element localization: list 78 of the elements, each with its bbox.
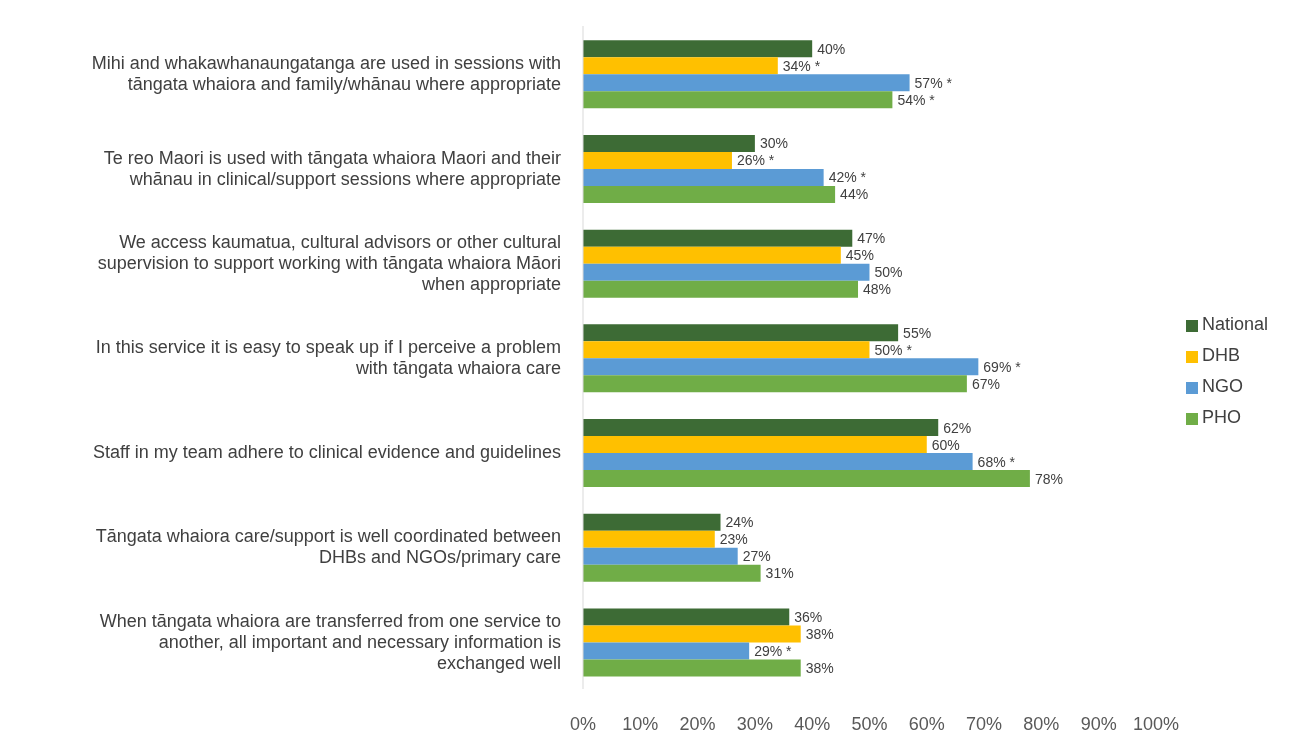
data-label: 30% — [759, 135, 788, 152]
data-label: 45% — [845, 247, 874, 264]
bar — [583, 419, 939, 437]
x-tick-label: 10% — [622, 713, 659, 734]
bar — [583, 134, 755, 152]
data-label: 57% * — [914, 74, 953, 91]
bar — [583, 659, 801, 677]
data-label: 48% — [863, 281, 892, 298]
bar — [583, 341, 870, 359]
legend-label: National — [1201, 314, 1268, 334]
legend-label: DHB — [1201, 345, 1240, 365]
x-tick-label: 30% — [736, 713, 773, 734]
data-label: 31% — [765, 565, 794, 582]
x-tick-label: 70% — [966, 713, 1003, 734]
x-tick-label: 80% — [1023, 713, 1060, 734]
bar — [583, 375, 967, 393]
x-tick-label: 20% — [679, 713, 716, 734]
bar — [583, 263, 870, 281]
y-tick-label: Te reo Maori is used with tāngata whaiora Maori and their whānau in clinical/support sessions where appropriate — [103, 147, 561, 189]
bar — [583, 229, 853, 247]
data-label: 60% — [931, 436, 960, 453]
data-label: 55% — [903, 324, 932, 341]
bar — [583, 513, 721, 531]
bar — [583, 168, 824, 186]
data-label: 24% — [725, 514, 754, 531]
bar — [583, 151, 732, 169]
bar — [583, 324, 899, 342]
y-tick-label: We access kaumatua, cultural advisors or other cultural supervision to support working with tāngata whaiora Māori when appropriate — [97, 231, 561, 294]
x-tick-label: 90% — [1080, 713, 1117, 734]
data-label: 50% * — [874, 341, 913, 358]
y-tick-label: When tāngata whaiora are transferred from one service to another, all important and necessary information is exchanged well — [99, 610, 561, 673]
legend-label: NGO — [1201, 376, 1243, 396]
bar — [583, 530, 715, 548]
data-label: 54% * — [897, 91, 936, 108]
y-tick-label: Staff in my team adhere to clinical evidence and guidelines — [93, 442, 561, 463]
data-label: 38% — [805, 659, 834, 676]
bar — [583, 625, 801, 643]
data-label: 62% — [943, 419, 972, 436]
data-label: 68% * — [977, 453, 1016, 470]
bar — [583, 608, 790, 626]
bar — [583, 74, 910, 92]
data-label: 29% * — [754, 642, 793, 659]
data-label: 27% — [742, 548, 771, 565]
bar — [583, 280, 859, 298]
data-label: 50% — [874, 264, 903, 281]
data-label: 23% — [719, 531, 748, 548]
data-label: 47% — [857, 230, 886, 247]
data-label: 40% — [817, 40, 846, 57]
data-label: 26% * — [736, 152, 775, 169]
data-label: 44% — [840, 186, 869, 203]
x-tick-label: 100% — [1132, 713, 1179, 734]
data-label: 36% — [794, 608, 823, 625]
data-label: 42% * — [828, 169, 867, 186]
x-tick-label: 50% — [851, 713, 888, 734]
y-tick-label: Tāngata whaiora care/support is well coordinated between DHBs and NGOs/primary care — [95, 526, 561, 568]
legend-label: PHO — [1201, 407, 1241, 427]
x-tick-label: 60% — [908, 713, 945, 734]
data-label: 38% — [805, 625, 834, 642]
bar — [583, 91, 893, 109]
bar — [583, 246, 841, 264]
bar — [583, 642, 750, 660]
bar — [583, 40, 813, 58]
x-tick-label: 0% — [569, 713, 597, 734]
bar — [583, 564, 761, 582]
bar — [583, 185, 836, 203]
y-tick-label: In this service it is easy to speak up if I perceive a problem with tāngata whaiora care — [95, 337, 561, 378]
bar — [583, 547, 738, 565]
data-label: 67% — [971, 375, 1000, 392]
y-tick-label: Mihi and whakawhanaungatanga are used in sessions with tāngata whaiora and family/whānau where appropriate — [91, 52, 561, 94]
data-label: 34% * — [782, 57, 821, 74]
bar — [583, 358, 979, 376]
bar — [583, 470, 1030, 488]
bar — [583, 453, 973, 471]
x-tick-label: 40% — [794, 713, 831, 734]
data-label: 78% — [1034, 470, 1063, 487]
bar — [583, 436, 927, 454]
data-label: 69% * — [983, 358, 1022, 375]
bar — [583, 57, 778, 75]
